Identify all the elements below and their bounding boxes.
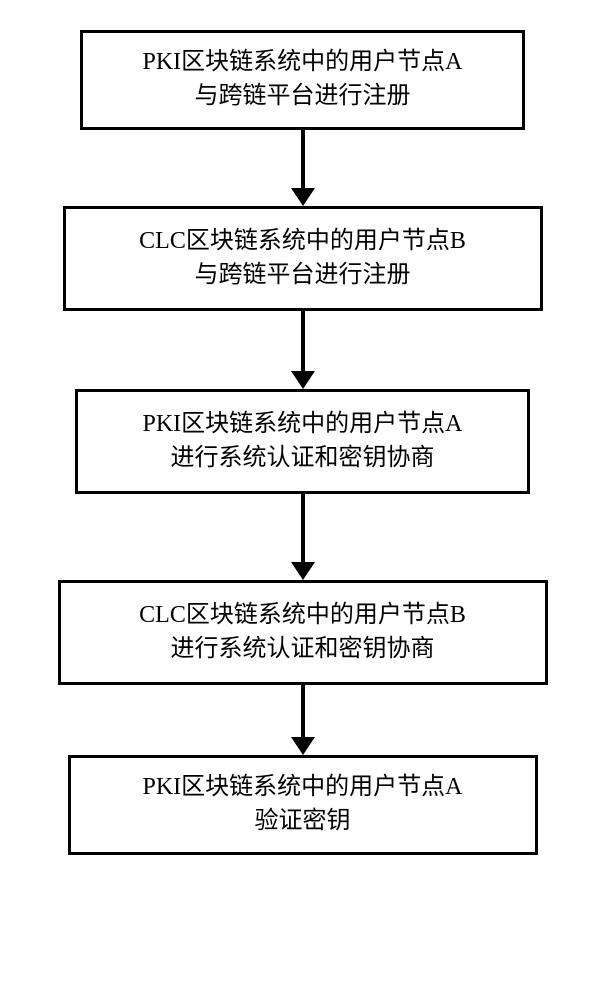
arrow-2 <box>291 311 315 389</box>
arrow-1-line <box>301 130 305 188</box>
step-1-line-1: PKI区块链系统中的用户节点A <box>142 46 462 80</box>
flowchart-step-1: PKI区块链系统中的用户节点A 与跨链平台进行注册 <box>80 30 525 130</box>
arrow-4 <box>291 685 315 755</box>
arrow-4-head <box>291 737 315 755</box>
arrow-2-line <box>301 311 305 371</box>
arrow-1 <box>291 130 315 206</box>
step-1-line-2: 与跨链平台进行注册 <box>195 80 411 114</box>
step-2-line-2: 与跨链平台进行注册 <box>195 259 411 293</box>
step-4-line-1: CLC区块链系统中的用户节点B <box>139 599 466 633</box>
step-5-line-1: PKI区块链系统中的用户节点A <box>142 771 462 805</box>
arrow-3-head <box>291 562 315 580</box>
flowchart-step-3: PKI区块链系统中的用户节点A 进行系统认证和密钥协商 <box>75 389 530 494</box>
step-5-line-2: 验证密钥 <box>255 805 351 839</box>
step-2-line-1: CLC区块链系统中的用户节点B <box>139 225 466 259</box>
flowchart-step-4: CLC区块链系统中的用户节点B 进行系统认证和密钥协商 <box>58 580 548 685</box>
step-4-line-2: 进行系统认证和密钥协商 <box>171 633 435 667</box>
flowchart-step-2: CLC区块链系统中的用户节点B 与跨链平台进行注册 <box>63 206 543 311</box>
arrow-2-head <box>291 371 315 389</box>
step-3-line-2: 进行系统认证和密钥协商 <box>171 442 435 476</box>
step-3-line-1: PKI区块链系统中的用户节点A <box>142 408 462 442</box>
arrow-3 <box>291 494 315 580</box>
arrow-1-head <box>291 188 315 206</box>
arrow-4-line <box>301 685 305 737</box>
flowchart-step-5: PKI区块链系统中的用户节点A 验证密钥 <box>68 755 538 855</box>
arrow-3-line <box>301 494 305 562</box>
